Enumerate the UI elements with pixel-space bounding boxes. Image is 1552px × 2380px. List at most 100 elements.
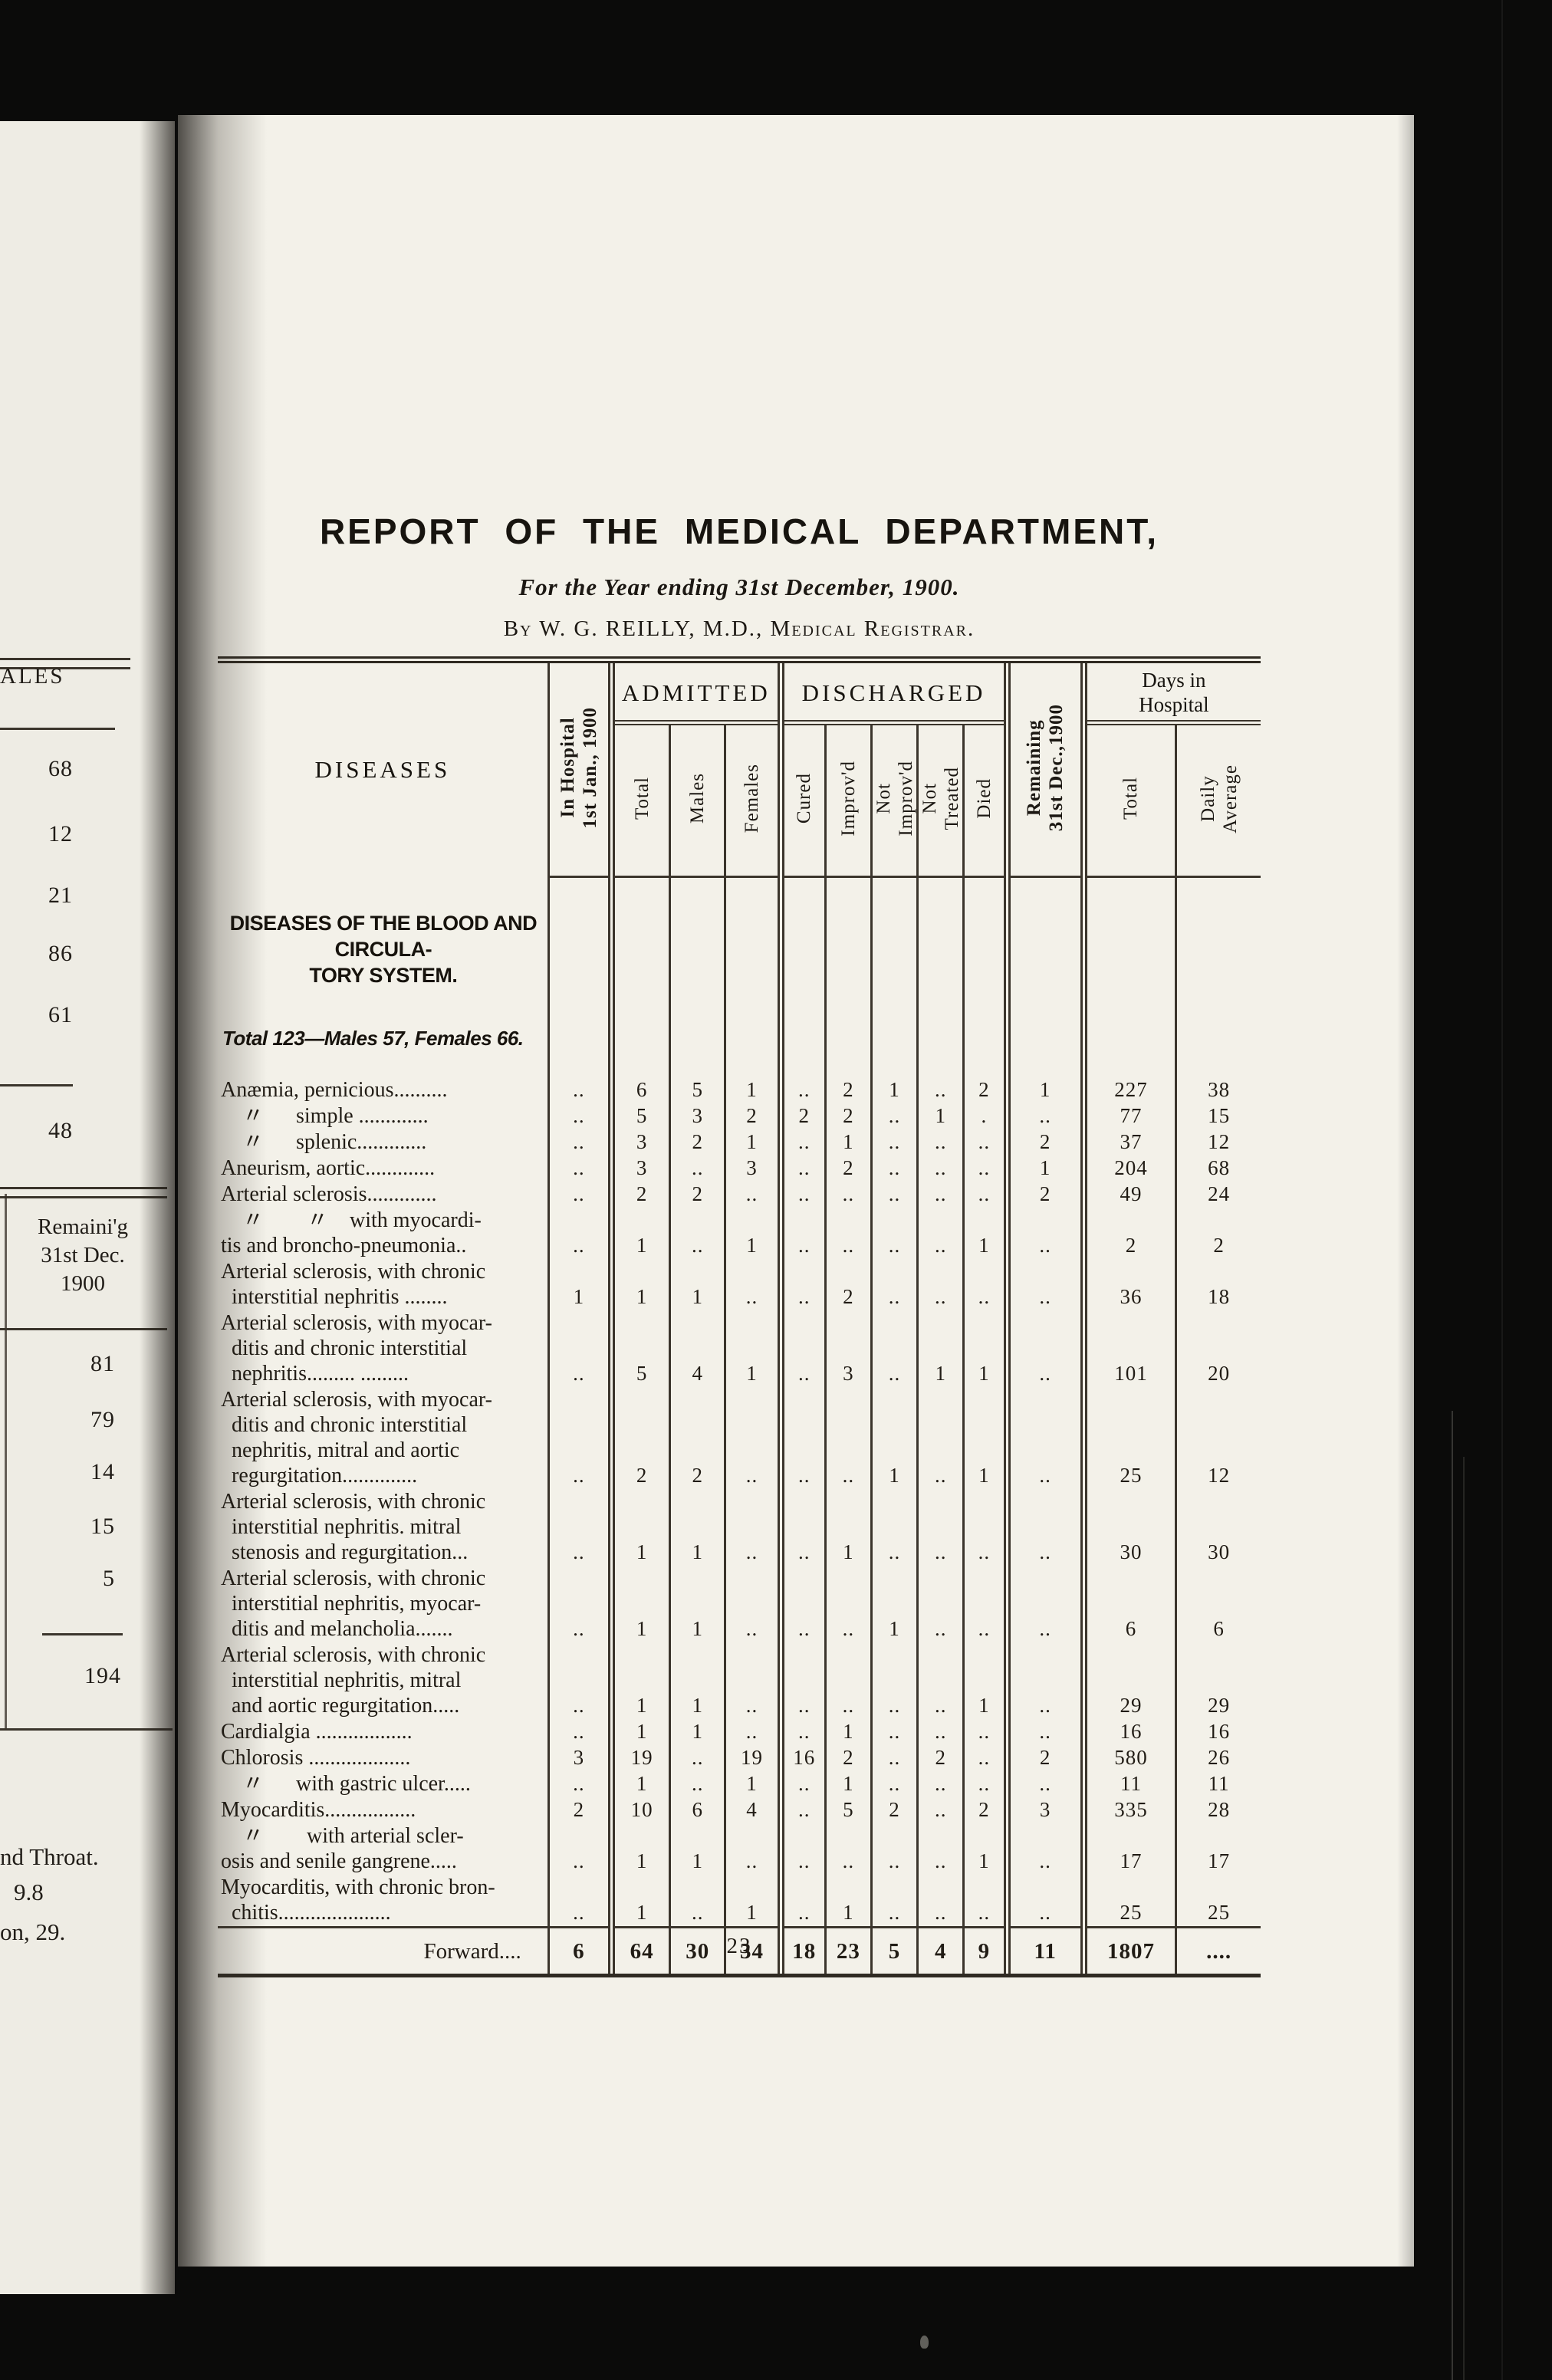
- value-cell: 1: [870, 1077, 918, 1103]
- value-cell: 1: [962, 1823, 1007, 1875]
- value-cell: 1: [724, 1129, 781, 1155]
- value-cell: 4: [916, 1925, 964, 1974]
- value-cell: 1: [669, 1823, 725, 1875]
- disease-name: Cardialgia ..................: [221, 1719, 413, 1744]
- value-cell: ..: [916, 1077, 964, 1103]
- value-cell: ..: [547, 1565, 612, 1642]
- value-cell: ..: [724, 1565, 781, 1642]
- table-row: Anæmia, pernicious.......... .. 6 5 1.. 2 1..…: [218, 1077, 1261, 1103]
- value-cell: 1: [962, 1386, 1007, 1489]
- value-cell: 77: [1080, 1103, 1176, 1129]
- table-row: Aneurism, aortic............. .. 3.. 3.. 2.…: [218, 1155, 1261, 1182]
- left-page-rule: [0, 1728, 173, 1731]
- left-page-rule: [42, 1633, 123, 1635]
- left-page-text-fragment: on, 29.: [0, 1918, 66, 1945]
- disease-name: Myocarditis, with chronic bron- chitis..…: [221, 1875, 495, 1925]
- table-row: Arterial sclerosis, with chronic interst…: [218, 1565, 1261, 1642]
- value-cell: 6: [607, 1077, 670, 1103]
- value-cell: ..: [962, 1181, 1007, 1208]
- table-row: Forward.... 6 64 30 34 18 23 5 4 9 11 1807....: [218, 1925, 1261, 1974]
- left-page-value: 79: [90, 1407, 115, 1432]
- disease-name: Myocarditis.................: [221, 1797, 416, 1822]
- value-cell: ..: [916, 1718, 964, 1745]
- rotated-label: Died: [973, 778, 995, 819]
- left-page-remaining-header: Remaini'g 31st Dec. 1900: [38, 1215, 128, 1296]
- value-cell: ..: [547, 1077, 612, 1103]
- value-cell: ..: [724, 1386, 781, 1489]
- value-cell: 19: [724, 1744, 781, 1771]
- left-page-table-border: [5, 1194, 7, 1731]
- left-page-text-fragment: nd Throat.: [0, 1843, 99, 1870]
- group-header-discharged: DISCHARGED: [777, 663, 1007, 725]
- value-cell: 1: [547, 1258, 612, 1310]
- value-cell: 1: [724, 1207, 781, 1259]
- value-cell: ..: [777, 1386, 826, 1489]
- value-cell: 2: [607, 1181, 670, 1208]
- section-heading-cell: DISEASES OF THE BLOOD AND CIRCULA- TORY …: [218, 877, 548, 1077]
- value-cell: ..: [1003, 1874, 1084, 1927]
- value-cell: ..: [777, 1565, 826, 1642]
- value-cell: ..: [916, 1488, 964, 1566]
- value-cell: 28: [1175, 1797, 1261, 1823]
- value-cell: ..: [724, 1642, 781, 1719]
- value-cell: ..: [916, 1565, 964, 1642]
- value-cell: 3: [607, 1129, 670, 1155]
- value-cell: ..: [777, 1181, 826, 1208]
- value-cell: 335: [1080, 1797, 1176, 1823]
- column-header-not-improvd: Not Improv'd: [870, 722, 918, 878]
- value-cell: 2: [669, 1386, 725, 1489]
- value-cell: 3: [824, 1310, 872, 1387]
- value-cell: 12: [1175, 1129, 1261, 1155]
- value-cell: ..: [962, 1744, 1007, 1771]
- group-header-days-in-hospital: Days in Hospital: [1080, 663, 1261, 725]
- value-cell: 25: [1080, 1874, 1176, 1927]
- value-cell: 1: [607, 1207, 670, 1259]
- page-title: REPORT OF THE MEDICAL DEPARTMENT,: [319, 511, 1159, 551]
- value-cell: ..: [916, 1823, 964, 1875]
- value-cell: 4: [669, 1310, 725, 1387]
- value-cell: ..: [870, 1181, 918, 1208]
- value-cell: ..: [870, 1770, 918, 1797]
- value-cell: .: [962, 1103, 1007, 1129]
- value-cell: 101: [1080, 1310, 1176, 1387]
- value-cell: 2: [607, 1386, 670, 1489]
- table-row: 〃 splenic............. .. 3 2 1.. 1...... 2 37…: [218, 1129, 1261, 1155]
- value-cell: 10: [607, 1797, 670, 1823]
- value-cell: ..: [777, 1207, 826, 1259]
- rotated-label: Remaining 31st Dec.,1900: [1024, 703, 1067, 832]
- value-cell: 1: [669, 1642, 725, 1719]
- value-cell: ..: [962, 1565, 1007, 1642]
- disease-name: Arterial sclerosis, with myocar- ditis a…: [221, 1387, 492, 1488]
- value-cell: 1: [724, 1770, 781, 1797]
- diseases-table: DISEASES In Hospital 1st Jan., 1900 ADMI…: [218, 656, 1261, 1977]
- disease-name: Anæmia, pernicious..........: [221, 1077, 448, 1102]
- value-cell: 204: [1080, 1155, 1176, 1182]
- value-cell: 2: [724, 1103, 781, 1129]
- value-cell: 3: [1003, 1797, 1084, 1823]
- value-cell: 5: [607, 1310, 670, 1387]
- value-cell: ..: [870, 1207, 918, 1259]
- value-cell: 1807: [1080, 1925, 1176, 1974]
- value-cell: ..: [547, 1129, 612, 1155]
- left-page-value: 12: [48, 821, 73, 846]
- value-cell: ..: [777, 1718, 826, 1745]
- column-header-cured: Cured: [777, 722, 826, 878]
- column-header-total: Total: [607, 722, 670, 878]
- table-row: Myocarditis................. 2 10 6 4.. 5 2..…: [218, 1797, 1261, 1823]
- column-header-diseases: DISEASES: [314, 756, 451, 784]
- value-cell: ..: [962, 1129, 1007, 1155]
- table-row: 〃 with gastric ulcer..... .. 1.. 1.. 1.....…: [218, 1770, 1261, 1797]
- value-cell: ..: [777, 1874, 826, 1927]
- value-cell: ..: [824, 1386, 872, 1489]
- disease-name: Arterial sclerosis, with myocar- ditis a…: [221, 1310, 492, 1386]
- rotated-label: Females: [741, 764, 762, 833]
- value-cell: 1: [1003, 1077, 1084, 1103]
- section-heading: DISEASES OF THE BLOOD AND CIRCULA- TORY …: [229, 911, 538, 987]
- value-cell: ..: [870, 1103, 918, 1129]
- table-header: DISEASES In Hospital 1st Jan., 1900 ADMI…: [218, 663, 1261, 878]
- film-scratch-line: [1501, 0, 1503, 2380]
- value-cell: 36: [1080, 1258, 1176, 1310]
- value-cell: 1: [962, 1642, 1007, 1719]
- value-cell: ..: [824, 1642, 872, 1719]
